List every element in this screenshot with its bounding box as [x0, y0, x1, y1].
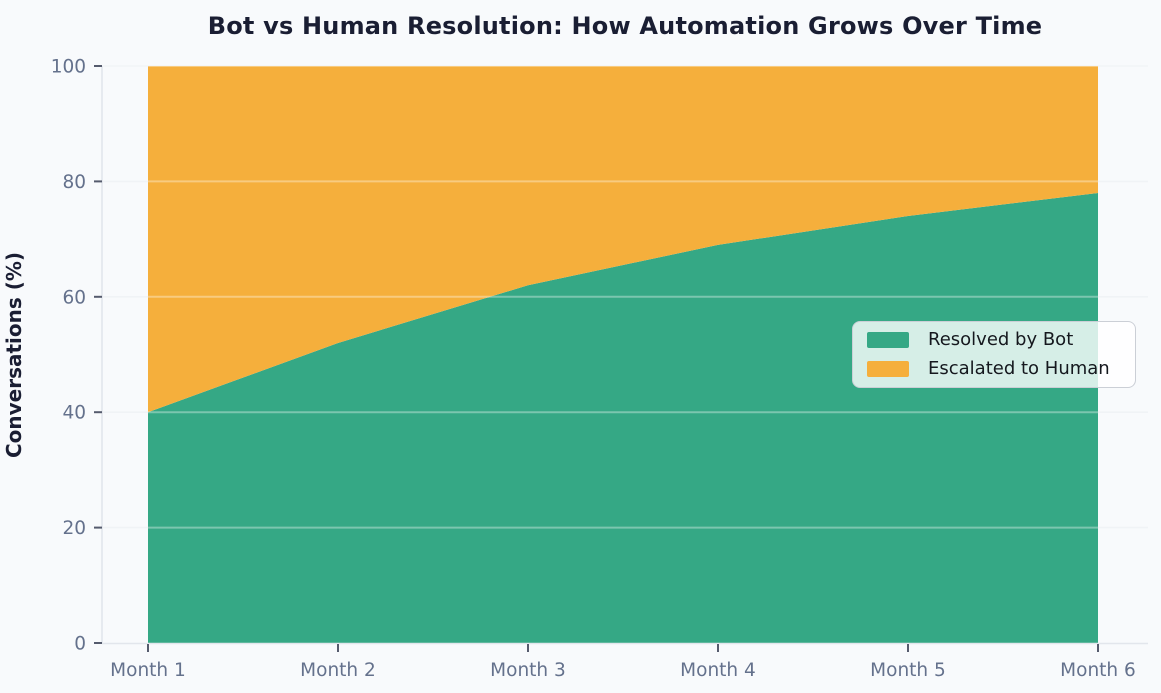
area-series-1	[148, 66, 1098, 413]
area-series-0	[148, 192, 1098, 643]
legend: Resolved by Bot Escalated to Human	[852, 321, 1136, 388]
x-tick-label-3: Month 3	[490, 660, 566, 681]
y-tick-label-20: 20	[62, 518, 86, 539]
y-tick-label-60: 60	[62, 287, 86, 308]
y-tick-label-80: 80	[62, 172, 86, 193]
legend-item-resolved-by-bot: Resolved by Bot	[867, 331, 1121, 349]
chart-title: Bot vs Human Resolution: How Automation …	[207, 12, 1043, 40]
legend-swatch-escalated-to-human-icon	[867, 361, 909, 377]
x-tick-label-1: Month 1	[110, 660, 186, 681]
legend-swatch-resolved-by-bot-icon	[867, 332, 909, 348]
y-tick-label-0: 0	[74, 634, 86, 655]
x-tick-label-4: Month 4	[680, 660, 756, 681]
legend-label-escalated-to-human: Escalated to Human	[928, 358, 1110, 379]
y-tick-label-40: 40	[62, 403, 86, 424]
legend-item-escalated-to-human: Escalated to Human	[867, 360, 1121, 378]
x-tick-label-5: Month 5	[870, 660, 946, 681]
x-tick-label-2: Month 2	[300, 660, 376, 681]
legend-label-resolved-by-bot: Resolved by Bot	[928, 329, 1074, 350]
y-tick-label-100: 100	[51, 57, 86, 78]
x-tick-label-6: Month 6	[1060, 660, 1136, 681]
